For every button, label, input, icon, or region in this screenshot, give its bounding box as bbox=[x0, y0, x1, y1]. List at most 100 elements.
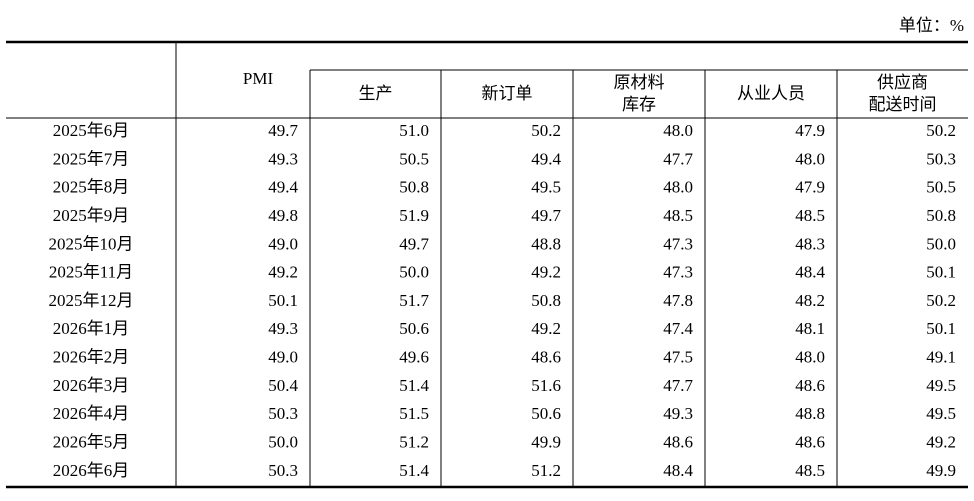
header-cell: 生产 bbox=[359, 84, 393, 103]
value-cell: 51.2 bbox=[531, 461, 561, 480]
value-cell: 49.5 bbox=[926, 376, 956, 395]
row-label: 2025年9月 bbox=[53, 206, 130, 225]
value-cell: 49.5 bbox=[531, 178, 561, 197]
value-cell: 49.3 bbox=[663, 404, 693, 423]
value-cell: 49.1 bbox=[926, 348, 956, 367]
header-cell: 新订单 bbox=[482, 84, 533, 103]
value-cell: 50.1 bbox=[268, 291, 298, 310]
value-cell: 51.6 bbox=[531, 376, 561, 395]
value-cell: 50.8 bbox=[399, 178, 429, 197]
value-cell: 50.1 bbox=[926, 263, 956, 282]
value-cell: 50.5 bbox=[399, 149, 429, 168]
unit-label: 单位：% bbox=[899, 16, 964, 35]
value-cell: 50.8 bbox=[531, 291, 561, 310]
value-cell: 50.4 bbox=[268, 376, 298, 395]
row-label: 2026年6月 bbox=[53, 461, 130, 480]
row-label: 2026年3月 bbox=[53, 376, 130, 395]
value-cell: 48.6 bbox=[795, 376, 825, 395]
row-label: 2025年10月 bbox=[49, 234, 134, 253]
value-cell: 49.3 bbox=[268, 149, 298, 168]
value-cell: 48.4 bbox=[663, 461, 693, 480]
value-cell: 50.0 bbox=[268, 432, 298, 451]
value-cell: 50.0 bbox=[399, 263, 429, 282]
value-cell: 49.3 bbox=[268, 319, 298, 338]
value-cell: 47.8 bbox=[663, 291, 693, 310]
header-cell: 原材料 bbox=[614, 73, 665, 92]
value-cell: 48.3 bbox=[795, 234, 825, 253]
value-cell: 50.8 bbox=[926, 206, 956, 225]
value-cell: 47.9 bbox=[795, 178, 825, 197]
value-cell: 47.4 bbox=[663, 319, 693, 338]
value-cell: 49.2 bbox=[531, 263, 561, 282]
value-cell: 48.6 bbox=[531, 348, 561, 367]
value-cell: 48.8 bbox=[531, 234, 561, 253]
value-cell: 50.6 bbox=[531, 404, 561, 423]
value-cell: 51.4 bbox=[399, 461, 429, 480]
row-label: 2025年11月 bbox=[49, 263, 133, 282]
value-cell: 47.7 bbox=[663, 376, 693, 395]
value-cell: 51.5 bbox=[399, 404, 429, 423]
value-cell: 48.0 bbox=[663, 178, 693, 197]
value-cell: 48.5 bbox=[795, 461, 825, 480]
header-cell: 供应商 bbox=[877, 73, 928, 92]
value-cell: 48.5 bbox=[795, 206, 825, 225]
row-label: 2026年4月 bbox=[53, 404, 130, 423]
row-label: 2026年1月 bbox=[53, 319, 130, 338]
value-cell: 51.0 bbox=[399, 121, 429, 140]
value-cell: 49.0 bbox=[268, 234, 298, 253]
value-cell: 50.0 bbox=[926, 234, 956, 253]
value-cell: 49.2 bbox=[268, 263, 298, 282]
value-cell: 50.2 bbox=[531, 121, 561, 140]
value-cell: 49.2 bbox=[531, 319, 561, 338]
value-cell: 50.3 bbox=[268, 404, 298, 423]
value-cell: 47.9 bbox=[795, 121, 825, 140]
value-cell: 49.8 bbox=[268, 206, 298, 225]
value-cell: 50.2 bbox=[926, 121, 956, 140]
row-label: 2025年6月 bbox=[53, 121, 130, 140]
row-label: 2025年8月 bbox=[53, 178, 130, 197]
value-cell: 48.0 bbox=[663, 121, 693, 140]
value-cell: 49.4 bbox=[268, 178, 298, 197]
value-cell: 49.7 bbox=[268, 121, 298, 140]
value-cell: 49.9 bbox=[531, 432, 561, 451]
value-cell: 49.0 bbox=[268, 348, 298, 367]
value-cell: 48.0 bbox=[795, 348, 825, 367]
value-cell: 47.5 bbox=[663, 348, 693, 367]
value-cell: 50.3 bbox=[268, 461, 298, 480]
value-cell: 49.2 bbox=[926, 432, 956, 451]
row-label: 2025年12月 bbox=[49, 291, 134, 310]
value-cell: 51.7 bbox=[399, 291, 429, 310]
value-cell: 51.2 bbox=[399, 432, 429, 451]
value-cell: 49.7 bbox=[531, 206, 561, 225]
value-cell: 50.1 bbox=[926, 319, 956, 338]
value-cell: 49.9 bbox=[926, 461, 956, 480]
value-cell: 48.0 bbox=[795, 149, 825, 168]
value-cell: 48.2 bbox=[795, 291, 825, 310]
header-cell: 配送时间 bbox=[869, 95, 937, 114]
value-cell: 48.4 bbox=[795, 263, 825, 282]
value-cell: 48.6 bbox=[663, 432, 693, 451]
value-cell: 48.1 bbox=[795, 319, 825, 338]
value-cell: 47.7 bbox=[663, 149, 693, 168]
row-label: 2025年7月 bbox=[53, 149, 130, 168]
value-cell: 49.4 bbox=[531, 149, 561, 168]
row-label: 2026年2月 bbox=[53, 348, 130, 367]
value-cell: 50.5 bbox=[926, 178, 956, 197]
row-label: 2026年5月 bbox=[53, 432, 130, 451]
value-cell: 49.6 bbox=[399, 348, 429, 367]
value-cell: 51.9 bbox=[399, 206, 429, 225]
value-cell: 49.7 bbox=[399, 234, 429, 253]
value-cell: 51.4 bbox=[399, 376, 429, 395]
value-cell: 48.5 bbox=[663, 206, 693, 225]
value-cell: 48.8 bbox=[795, 404, 825, 423]
value-cell: 47.3 bbox=[663, 263, 693, 282]
value-cell: 50.2 bbox=[926, 291, 956, 310]
value-cell: 50.6 bbox=[399, 319, 429, 338]
header-cell: PMI bbox=[243, 69, 274, 88]
value-cell: 47.3 bbox=[663, 234, 693, 253]
value-cell: 48.6 bbox=[795, 432, 825, 451]
value-cell: 49.5 bbox=[926, 404, 956, 423]
header-cell: 库存 bbox=[622, 95, 656, 114]
header-cell: 从业人员 bbox=[737, 84, 805, 103]
